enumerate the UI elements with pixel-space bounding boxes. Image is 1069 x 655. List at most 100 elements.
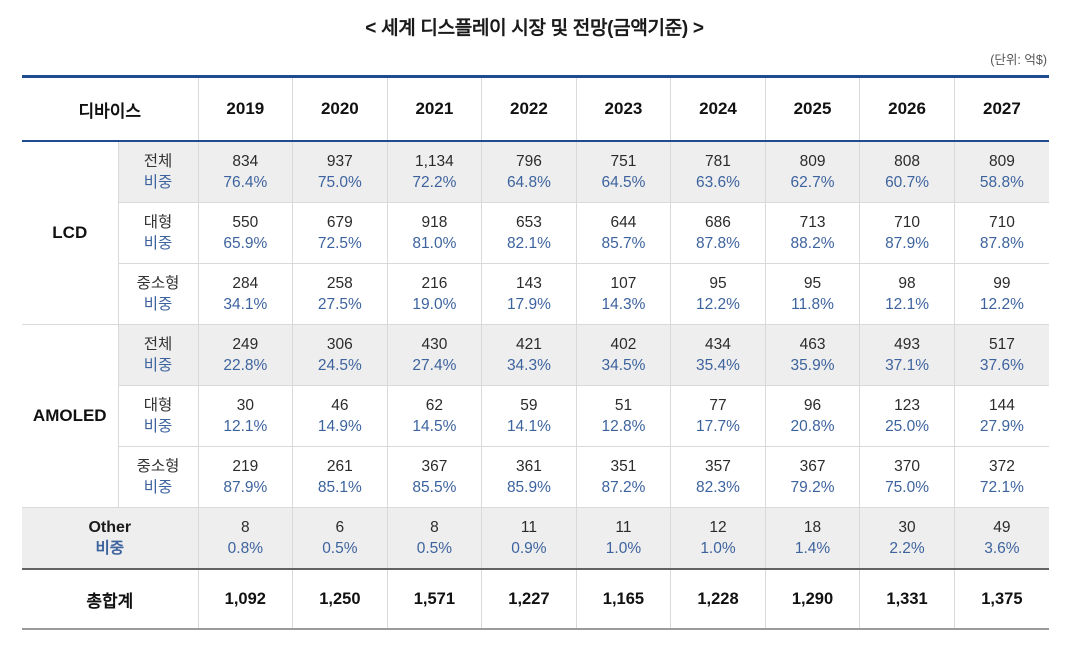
share-label: 비중	[143, 479, 173, 496]
data-cell: 421 34.3%	[481, 324, 577, 386]
data-cell: 463 35.9%	[764, 324, 860, 386]
percent-text: 88.2%	[790, 235, 835, 252]
data-cell: 11 1.0%	[575, 507, 671, 569]
percent-text: 24.5%	[317, 357, 362, 374]
other-row: Other 비중 8 0.8% 6 0.5% 8 0.5% 11 0.9% 11 1.0% 12 1.0%…	[22, 507, 1049, 569]
year-header: 2022	[481, 76, 577, 142]
data-cell: 372 72.1%	[953, 446, 1049, 508]
table-row: 대형 비중 30 12.1% 46 14.9% 62 14.5% 59 14.1% 51 12.8% 7…	[22, 385, 1049, 447]
value-text: 258	[326, 275, 353, 292]
data-cell: 99 12.2%	[953, 263, 1049, 325]
segment-label: 중소형	[136, 458, 180, 475]
data-cell: 123 25.0%	[859, 385, 955, 447]
value-text: 357	[705, 458, 731, 475]
data-cell: 1,134 72.2%	[386, 140, 482, 203]
data-cell: 713 88.2%	[764, 202, 860, 264]
year-header: 2025	[764, 76, 860, 142]
value-text: 644	[610, 214, 637, 231]
share-label: 비중	[143, 357, 173, 374]
percent-text: 85.9%	[506, 479, 551, 496]
data-cell: 144 27.9%	[953, 385, 1049, 447]
data-cell: 434 35.4%	[670, 324, 766, 386]
data-cell: 95 11.8%	[764, 263, 860, 325]
value-text: 367	[421, 458, 448, 475]
segment-label: 대형	[143, 397, 173, 414]
percent-text: 60.7%	[885, 174, 930, 191]
total-cell: 1,331	[859, 568, 955, 629]
percent-text: 87.8%	[696, 235, 740, 252]
percent-text: 87.2%	[601, 479, 646, 496]
data-cell: 351 87.2%	[575, 446, 671, 508]
value-text: 306	[326, 336, 353, 353]
value-text: 12	[709, 519, 727, 536]
percent-text: 19.0%	[412, 296, 457, 313]
value-text: 430	[421, 336, 448, 353]
data-cell: 6 0.5%	[292, 507, 388, 569]
other-share-label: 비중	[95, 540, 125, 557]
value-text: 493	[894, 336, 920, 353]
value-text: 751	[610, 153, 637, 170]
year-header: 2019	[197, 76, 293, 142]
percent-text: 0.9%	[511, 540, 547, 557]
data-cell: 430 27.4%	[386, 324, 482, 386]
table-row: LCD 전체 비중 834 76.4% 937 75.0% 1,134 72.2% 796 64.8…	[22, 140, 1049, 325]
percent-text: 64.5%	[601, 174, 646, 191]
percent-text: 37.1%	[885, 357, 930, 374]
percent-text: 87.9%	[223, 479, 268, 496]
data-cell: 517 37.6%	[953, 324, 1049, 386]
percent-text: 12.1%	[885, 296, 930, 313]
value-text: 808	[894, 153, 920, 170]
value-text: 679	[326, 214, 353, 231]
value-text: 46	[331, 397, 349, 414]
value-text: 781	[705, 153, 731, 170]
data-cell: 216 19.0%	[386, 263, 482, 325]
value-text: 123	[894, 397, 920, 414]
share-label: 비중	[143, 418, 173, 435]
device-column-header: 디바이스	[22, 76, 199, 142]
percent-text: 12.2%	[696, 296, 740, 313]
percent-text: 37.6%	[979, 357, 1024, 374]
data-cell: 306 24.5%	[292, 324, 388, 386]
value-text: 62	[425, 397, 444, 414]
percent-text: 72.2%	[412, 174, 457, 191]
data-cell: 46 14.9%	[292, 385, 388, 447]
data-cell: 107 14.3%	[575, 263, 671, 325]
value-text: 372	[988, 458, 1015, 475]
value-text: 8	[241, 519, 250, 536]
table-header-row: 디바이스 2019 2020 2021 2022 2023 2024 2025 2026 2027	[22, 76, 1049, 142]
percent-text: 79.2%	[790, 479, 835, 496]
data-cell: 143 17.9%	[481, 263, 577, 325]
row-label: 중소형 비중	[117, 263, 199, 325]
data-cell: 51 12.8%	[575, 385, 671, 447]
segment-label: 전체	[143, 153, 173, 170]
value-text: 710	[988, 214, 1015, 231]
percent-text: 22.8%	[223, 357, 268, 374]
year-header: 2024	[670, 76, 766, 142]
percent-text: 85.7%	[601, 235, 646, 252]
percent-text: 12.2%	[979, 296, 1024, 313]
value-text: 77	[709, 397, 727, 414]
total-row: 총합계 1,092 1,250 1,571 1,227 1,165 1,228 1,290 1,…	[22, 568, 1049, 629]
percent-text: 62.7%	[790, 174, 835, 191]
data-cell: 493 37.1%	[859, 324, 955, 386]
percent-text: 72.1%	[979, 479, 1024, 496]
data-cell: 370 75.0%	[859, 446, 955, 508]
value-text: 653	[515, 214, 542, 231]
value-text: 809	[988, 153, 1015, 170]
data-cell: 258 27.5%	[292, 263, 388, 325]
percent-text: 14.3%	[601, 296, 646, 313]
percent-text: 3.6%	[984, 540, 1020, 557]
value-text: 107	[610, 275, 637, 292]
data-cell: 219 87.9%	[197, 446, 293, 508]
data-cell: 95 12.2%	[670, 263, 766, 325]
data-cell: 653 82.1%	[481, 202, 577, 264]
percent-text: 34.5%	[601, 357, 646, 374]
data-cell: 12 1.0%	[670, 507, 766, 569]
data-cell: 18 1.4%	[764, 507, 860, 569]
table-row: 중소형 비중 284 34.1% 258 27.5% 216 19.0% 143 17.9% 107…	[22, 263, 1049, 325]
other-label: Other 비중	[22, 507, 199, 569]
total-label: 총합계	[22, 568, 199, 629]
table-body: LCD 전체 비중 834 76.4% 937 75.0% 1,134 72.2% 796 64.8…	[22, 140, 1049, 629]
value-text: 710	[894, 214, 920, 231]
value-text: 918	[421, 214, 448, 231]
